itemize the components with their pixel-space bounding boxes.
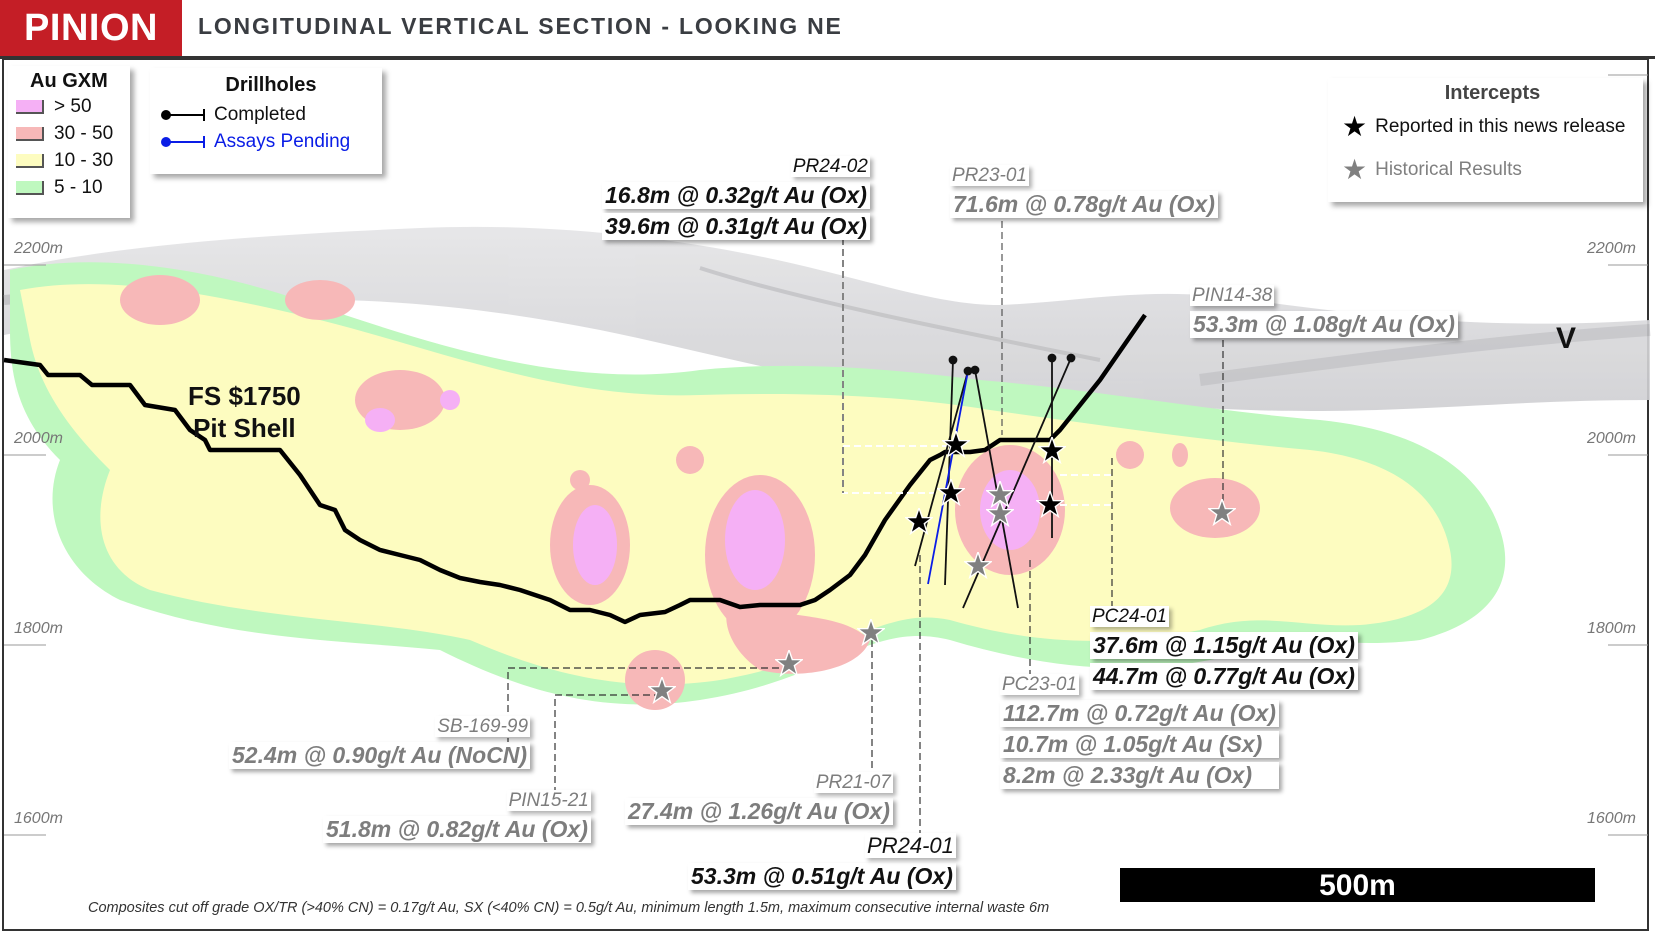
intercept-label-pr24-01: PR24-01 53.3m @ 0.51g/t Au (Ox) xyxy=(688,833,956,890)
header-divider xyxy=(0,56,1655,59)
leader-lines xyxy=(507,210,1224,835)
elevation-label: 1600m xyxy=(14,810,63,827)
legend-item: 5 - 10 xyxy=(16,174,130,201)
elevation-label: 2000m xyxy=(1587,430,1636,447)
intercept-label-pr21-07: PR21-07 27.4m @ 1.26g/t Au (Ox) xyxy=(625,772,893,825)
legend-item: 30 - 50 xyxy=(16,120,130,147)
brand-logo: PINION xyxy=(0,0,182,56)
legend-item: Completed xyxy=(160,101,382,128)
legend-title: Drillholes xyxy=(225,74,317,96)
grade-shell-30-50 xyxy=(120,275,1260,710)
elevation-ticks xyxy=(4,74,1648,836)
intercept-label-sb-169-99: SB-169-99 52.4m @ 0.90g/t Au (NoCN) xyxy=(229,716,531,769)
intercept-label-pin15-21: PIN15-21 51.8m @ 0.82g/t Au (Ox) xyxy=(323,790,591,843)
elevation-label: 2000m xyxy=(14,430,63,447)
intercept-label-pc24-01: PC24-01 37.6m @ 1.15g/t Au (Ox) 44.7m @ … xyxy=(1090,606,1358,690)
legend-item: Assays Pending xyxy=(160,128,382,155)
legend-title: Intercepts xyxy=(1444,82,1541,104)
elevation-label: 1600m xyxy=(1587,810,1636,827)
legend-item: 10 - 30 xyxy=(16,147,130,174)
legend-au-gxm: Au GXM > 50 30 - 50 10 - 30 5 - 10 xyxy=(8,66,130,218)
intercept-label-pc23-01: PC23-01 112.7m @ 0.72g/t Au (Ox) 10.7m @… xyxy=(1000,674,1279,789)
legend-item: > 50 xyxy=(16,93,130,120)
elevation-label: 2200m xyxy=(1587,240,1636,257)
swatch-30-50 xyxy=(16,126,44,141)
swatch-gt-50 xyxy=(16,99,44,114)
intercept-label-pin14-38: PIN14-38 53.3m @ 1.08g/t Au (Ox) xyxy=(1190,285,1458,338)
legend-intercepts: Intercepts ★ Reported in this news releas… xyxy=(1328,78,1643,202)
elevation-label: 2200m xyxy=(14,240,63,257)
intercept-label-pr24-02: PR24-02 16.8m @ 0.32g/t Au (Ox) 39.6m @ … xyxy=(602,156,870,240)
swatch-10-30 xyxy=(16,153,44,168)
intercept-label-pr23-01: PR23-01 71.6m @ 0.78g/t Au (Ox) xyxy=(950,165,1218,218)
legend-drillholes: Drillholes Completed Assays Pending xyxy=(150,68,382,174)
star-black-icon: ★ xyxy=(1342,111,1368,143)
swatch-5-10 xyxy=(16,180,44,195)
elevation-label: 1800m xyxy=(1587,620,1636,637)
completed-drillhole-icon xyxy=(161,108,205,121)
section-frame xyxy=(2,58,1649,931)
legend-item: ★ Reported in this news release xyxy=(1342,111,1626,143)
page-title: LONGITUDINAL VERTICAL SECTION - LOOKING … xyxy=(198,13,843,39)
legend-title: Au GXM xyxy=(30,70,108,92)
elevation-label: 1800m xyxy=(14,620,63,637)
header: PINION LONGITUDINAL VERTICAL SECTION - L… xyxy=(0,0,1655,58)
pit-shell-outline xyxy=(3,313,1147,625)
pit-shell-label: FS $1750 Pit Shell xyxy=(188,381,301,443)
pending-drillhole-icon xyxy=(161,135,205,148)
footnote: Composites cut off grade OX/TR (>40% CN)… xyxy=(88,900,1050,916)
legend-item: ★ Historical Results xyxy=(1342,154,1522,186)
scale-bar: 500m xyxy=(1120,868,1595,902)
star-grey-icon: ★ xyxy=(1342,154,1368,186)
north-arrow-icon: V xyxy=(1556,322,1577,355)
